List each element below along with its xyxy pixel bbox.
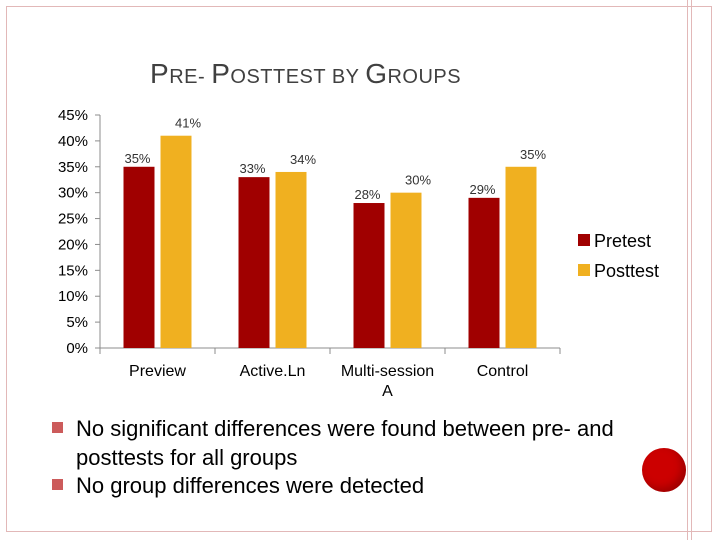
y-tick-label: 10% [58,288,88,305]
y-tick-label: 5% [66,314,88,331]
y-tick-label: 20% [58,236,88,253]
frame-line [687,0,688,540]
bullet-text: No significant differences were found be… [76,416,614,470]
x-tick-label: Active.Ln [240,363,306,380]
bullet-item: No group differences were detected [50,472,700,501]
pretest-bar [123,166,155,348]
red-circle-icon [642,448,686,492]
x-tick-label: A [382,383,393,400]
x-tick-label: Multi-session [341,363,434,380]
posttest-bar [390,192,422,348]
data-label: 34% [290,152,316,167]
title-part: - [197,66,212,88]
y-tick-label: 25% [58,211,88,228]
legend-posttest-swatch [578,264,590,276]
bullet-marker-icon [52,422,63,433]
pretest-bar [353,203,385,348]
bar-chart: 0% 5% 10% 15% 20% 25% 30% 35% 40% 45% 35% 41% Previe… [58,107,659,400]
posttest-bar [160,135,192,348]
slide-frame [6,6,712,532]
data-label: 35% [124,151,150,166]
title-part: P [211,58,231,89]
data-label: 35% [520,147,546,162]
title-part: P [150,58,170,89]
posttest-bar [275,171,307,348]
y-tick-label: 15% [58,262,88,279]
bullet-list: No significant differences were found be… [50,415,700,501]
y-tick-label: 0% [66,340,88,357]
title-part: RE [169,66,198,88]
y-tick-label: 45% [58,107,88,124]
title-part: OSTTEST BY [230,66,366,88]
data-label: 33% [239,161,265,176]
legend-label: Pretest [594,231,651,251]
data-label: 29% [469,182,495,197]
legend-pretest-swatch [578,234,590,246]
posttest-bar [505,166,537,348]
legend-label: Posttest [594,261,659,281]
y-tick-label: 40% [58,133,88,150]
data-label: 41% [175,116,201,131]
title-part: ROUPS [387,66,462,88]
frame-line [691,0,692,540]
bullet-item: No significant differences were found be… [50,415,700,472]
data-label: 30% [405,173,431,188]
data-label: 28% [354,187,380,202]
y-tick-label: 35% [58,159,88,176]
bullet-marker-icon [52,479,63,491]
x-tick-label: Control [477,363,529,380]
bullet-text: No group differences were detected [76,473,425,499]
chart-title: PRE- POSTTEST BY GROUPS [150,58,461,90]
x-tick-label: Preview [129,363,186,380]
title-part: G [365,58,388,89]
pretest-bar [238,177,270,348]
y-tick-label: 30% [58,185,88,202]
pretest-bar [468,197,500,348]
